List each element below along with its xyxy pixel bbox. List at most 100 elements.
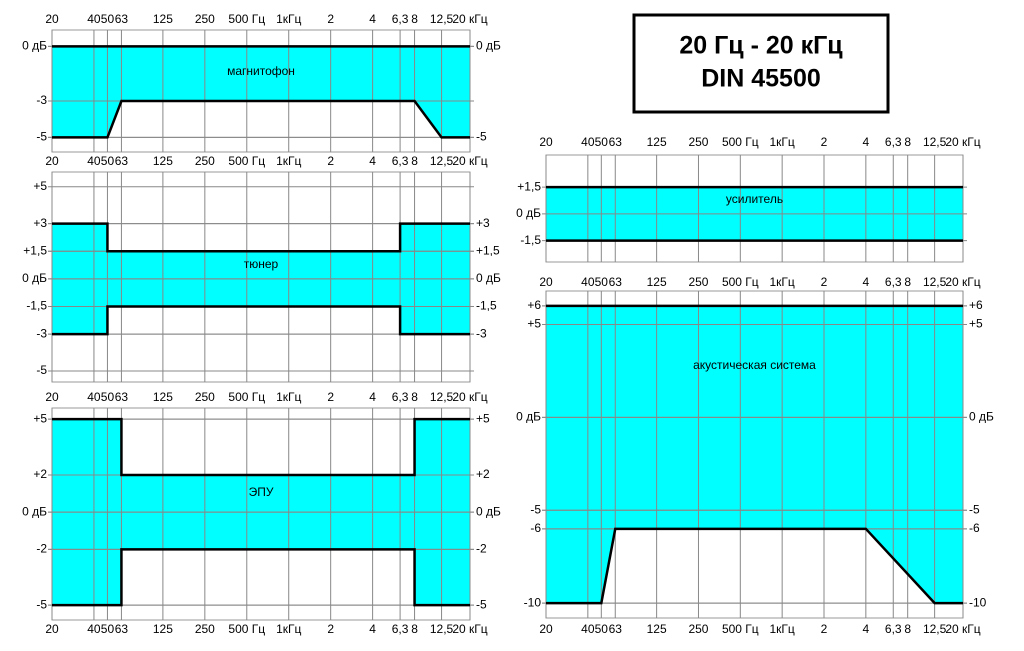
x-tick-label: 1кГц (276, 390, 301, 404)
x-tick-label: 20 кГц (452, 12, 487, 26)
x-tick-label: 12,5 (923, 275, 947, 289)
x-tick-label: 50 (101, 154, 115, 168)
x-tick-label: 12,5 (430, 390, 454, 404)
x-tick-label: 500 Гц (228, 622, 265, 636)
x-tick-label: 125 (153, 154, 173, 168)
x-tick-label: 40 (581, 275, 595, 289)
x-tick-label: 12,5 (923, 622, 947, 636)
limit-line (52, 99, 470, 139)
y-tick-label: 0 дБ (22, 271, 47, 285)
x-tick-label: 500 Гц (228, 154, 265, 168)
x-tick-label: 4 (862, 622, 869, 636)
y2-tick-label: -5 (969, 502, 980, 516)
x-tick-label: 6,3 (885, 275, 902, 289)
y2-tick-label: 0 дБ (476, 39, 501, 53)
y2-tick-label: -2 (476, 542, 487, 556)
x-tick-label: 8 (411, 154, 418, 168)
x-tick-label: 12,5 (430, 622, 454, 636)
x-tick-label: 12,5 (430, 12, 454, 26)
x-tick-label: 250 (688, 622, 708, 636)
x-tick-label: 20 кГц (945, 622, 980, 636)
y-tick-label: -2 (36, 542, 47, 556)
x-tick-label: 500 Гц (722, 622, 759, 636)
limit-line (52, 222, 470, 253)
x-tick-label: 20 (539, 135, 553, 149)
y2-tick-label: 0 дБ (476, 271, 501, 285)
y-tick-label: -5 (530, 502, 541, 516)
x-tick-label: 50 (595, 622, 609, 636)
y-tick-label: -1,5 (520, 233, 541, 247)
y-tick-label: -3 (36, 93, 47, 107)
y-tick-label: -10 (524, 595, 542, 609)
y2-tick-label: +2 (476, 467, 490, 481)
y-tick-label: +5 (33, 179, 47, 193)
x-tick-label: 500 Гц (228, 390, 265, 404)
y-tick-label: +6 (527, 298, 541, 312)
limit-line (52, 548, 470, 607)
x-tick-label: 50 (101, 622, 115, 636)
x-tick-label: 8 (904, 622, 911, 636)
x-tick-label: 4 (369, 622, 376, 636)
x-tick-label: 40 (87, 390, 101, 404)
y2-tick-label: 0 дБ (969, 410, 994, 424)
x-tick-label: 1кГц (276, 12, 301, 26)
y2-tick-label: -5 (476, 130, 487, 144)
x-tick-label: 50 (595, 275, 609, 289)
x-tick-label: 2 (821, 135, 828, 149)
x-tick-label: 500 Гц (722, 275, 759, 289)
x-tick-label: 8 (904, 135, 911, 149)
y-tick-label: -5 (36, 130, 47, 144)
x-tick-label: 20 (45, 390, 59, 404)
y-tick-label: 0 дБ (22, 39, 47, 53)
x-tick-label: 63 (609, 275, 623, 289)
y-tick-label: +5 (33, 411, 47, 425)
y2-tick-label: +1,5 (476, 243, 500, 257)
x-tick-label: 6,3 (392, 154, 409, 168)
x-tick-label: 6,3 (885, 135, 902, 149)
x-tick-label: 20 (45, 154, 59, 168)
y-tick-label: -6 (530, 521, 541, 535)
x-tick-label: 20 (45, 12, 59, 26)
y2-tick-label: +5 (476, 411, 490, 425)
x-tick-label: 8 (411, 390, 418, 404)
x-tick-label: 63 (115, 622, 129, 636)
y-tick-label: -3 (36, 326, 47, 340)
x-tick-label: 125 (647, 622, 667, 636)
band-label: усилитель (726, 192, 783, 206)
x-tick-label: 40 (87, 154, 101, 168)
x-tick-label: 12,5 (923, 135, 947, 149)
x-tick-label: 6,3 (885, 622, 902, 636)
limit-line (546, 527, 963, 605)
x-tick-label: 2 (327, 390, 334, 404)
x-tick-label: 20 (539, 275, 553, 289)
y2-tick-label: +5 (969, 317, 983, 331)
x-tick-label: 4 (862, 275, 869, 289)
y2-tick-label: +6 (969, 298, 983, 312)
x-tick-label: 500 Гц (722, 135, 759, 149)
x-tick-label: 1кГц (276, 154, 301, 168)
y2-tick-label: -5 (476, 597, 487, 611)
x-tick-label: 500 Гц (228, 12, 265, 26)
x-tick-label: 40 (581, 622, 595, 636)
x-tick-label: 125 (153, 390, 173, 404)
x-tick-label: 12,5 (430, 154, 454, 168)
y-tick-label: +1,5 (517, 179, 541, 193)
y-tick-label: -5 (36, 597, 47, 611)
title-box (632, 13, 890, 114)
y2-tick-label: +3 (476, 216, 490, 230)
x-tick-label: 63 (115, 154, 129, 168)
y-tick-label: +1,5 (23, 243, 47, 257)
y-tick-label: +5 (527, 317, 541, 331)
x-tick-label: 20 (539, 622, 553, 636)
x-tick-label: 4 (862, 135, 869, 149)
y-tick-label: 0 дБ (516, 410, 541, 424)
band-label: акустическая система (693, 358, 816, 372)
x-tick-label: 63 (115, 390, 129, 404)
x-tick-label: 4 (369, 154, 376, 168)
x-tick-label: 40 (87, 622, 101, 636)
x-tick-label: 1кГц (770, 275, 795, 289)
x-tick-label: 40 (87, 12, 101, 26)
y-tick-label: 0 дБ (516, 206, 541, 220)
y2-tick-label: -6 (969, 521, 980, 535)
